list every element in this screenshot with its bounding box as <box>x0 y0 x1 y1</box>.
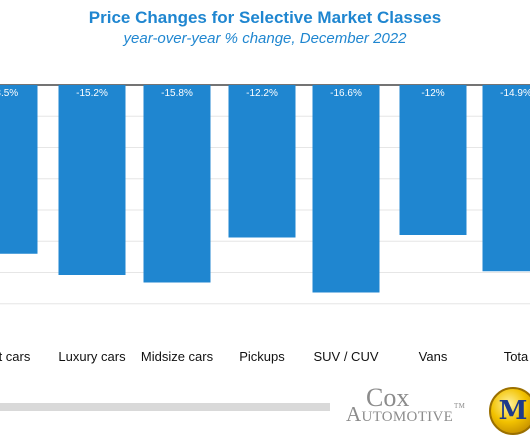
category-tick-label: pact cars <box>0 349 31 364</box>
chart-title: Price Changes for Selective Market Class… <box>88 8 442 27</box>
data-label: -12.2% <box>246 88 278 99</box>
manheim-badge-letter: M <box>498 396 528 426</box>
cox-logo-text: Cox <box>366 383 410 412</box>
category-tick-label: Luxury cars <box>58 349 126 364</box>
category-tick-label: SUV / CUV <box>313 349 378 364</box>
trademark-mark: TM <box>454 402 466 410</box>
category-tick-label: Vans <box>419 349 448 364</box>
bar-vans <box>399 85 467 235</box>
data-label: 13.5% <box>0 88 18 99</box>
bar-midsize-cars <box>143 85 211 283</box>
data-label: -15.8% <box>161 88 193 99</box>
category-tick-label: Midsize cars <box>141 349 214 364</box>
bar-total <box>482 85 530 272</box>
automotive-logo-text: AutomotiveTM <box>346 402 465 427</box>
bar-pickups <box>228 85 296 238</box>
data-label: -16.6% <box>330 88 362 99</box>
bar-compact-cars <box>0 85 38 254</box>
automotive-word: Automotive <box>346 402 454 426</box>
manheim-badge-icon: M <box>489 387 530 435</box>
footer-divider-bar <box>0 403 330 411</box>
bar-suv-cuv <box>312 85 380 293</box>
bar-luxury-cars <box>58 85 126 275</box>
category-tick-label: Tota <box>504 349 529 364</box>
chart-subtitle: year-over-year % change, December 2022 <box>123 30 407 47</box>
data-label: -15.2% <box>76 88 108 99</box>
category-tick-label: Pickups <box>239 349 285 364</box>
data-label: -12% <box>421 88 444 99</box>
data-label: -14.9% <box>500 88 530 99</box>
